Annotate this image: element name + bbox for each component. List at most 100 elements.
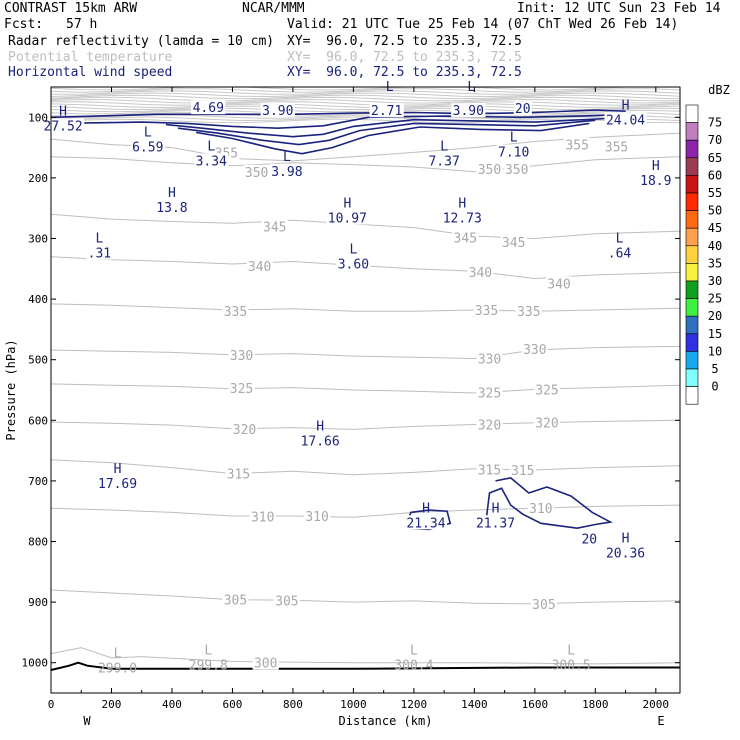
theta-label: 345 [263,220,286,235]
center-label: NCAR/MMM [242,1,305,16]
colorbar-level: 30 [708,274,722,288]
theta-contour-line [51,647,680,665]
label-background [530,596,558,611]
label-background [564,137,591,152]
wind-extremum-value: 20.36 [606,547,645,562]
wind-extremum-value: .64 [608,247,632,262]
colorbar-level: 35 [708,256,722,270]
theta-label: 340 [547,277,570,292]
wind-extremum-value: 13.8 [156,201,187,216]
label-background [521,341,548,356]
theta-label: 345 [454,231,477,246]
y-tick-label: 200 [28,172,48,185]
theta-contour-line [51,103,680,108]
theta-label: 340 [248,260,271,275]
wind-extremum-mark: L [510,130,518,145]
theta-label: 325 [230,382,253,397]
label-background [500,235,527,250]
wind-extremum-mark: H [458,196,466,211]
colorbar-level: 65 [708,151,722,165]
wind-extremum-value: 12.73 [443,211,482,226]
label-background [222,592,249,607]
label-background [503,161,530,176]
wind-extremum-mark: H [316,419,324,434]
label-background [476,161,503,176]
wind-extremum-value: 21.37 [476,516,515,531]
label-background [369,103,404,118]
wind-contour-line [485,477,613,530]
label-background [476,417,503,432]
theta-label: 315 [511,464,534,479]
theta-label: 335 [475,304,498,319]
theta-low-mark: L [204,644,212,659]
theta-label: 315 [227,468,250,483]
y-axis-label: Pressure (hPa) [4,339,18,440]
y-tick-label: 100 [28,111,48,124]
wind-extremum-value: 4.69 [193,101,224,116]
theta-label: 325 [478,386,501,401]
theta-label: 310 [305,510,328,525]
theta-low-mark: L [410,644,418,659]
label-background [451,103,486,118]
colorbar-level: 15 [708,327,722,341]
theta-contour-line [51,589,680,605]
theta-label: 330 [523,343,546,358]
theta-contours [51,132,680,665]
init-time: Init: 12 UTC Sun 23 Feb 14 [517,1,721,16]
theta-label: 330 [478,352,501,367]
theta-contour-line [51,87,680,91]
theta-label: 355 [565,139,588,154]
theta-contour-line [51,88,680,93]
label-background [580,531,599,546]
label-background [246,258,273,273]
label-background [545,276,573,291]
theta-low-value: 299.0 [98,662,137,677]
label-background [509,462,536,477]
east-label: E [657,714,664,728]
x-tick-label: 0 [48,698,55,711]
label-background [473,303,500,318]
wind-extremum-mark: H [343,196,351,211]
theta-low-mark: L [114,647,122,662]
x-tick-label: 1200 [401,698,428,711]
wind-extremum-mark: H [652,159,660,174]
theta-label: 325 [535,383,558,398]
label-background [606,245,633,260]
theta-label: 305 [532,598,555,613]
wind-extremum-mark: H [168,186,176,201]
y-tick-label: 300 [28,233,48,246]
y-tick-label: 1000 [22,657,49,670]
colorbar-level: 10 [708,344,722,358]
label-background [252,655,279,670]
wind-extremum-mark: L [440,140,448,155]
theta-label: 320 [535,417,558,432]
colorbar-swatch [685,280,699,299]
terrain-surface [50,661,680,671]
wind-extremum-value: 3.34 [196,155,227,170]
colorbar-swatch [685,351,699,370]
colorbar-level: 45 [708,221,722,235]
y-tick-label: 700 [28,475,48,488]
colorbar-swatch [685,368,699,387]
colorbar-swatch [685,104,699,123]
surface-line [50,661,680,671]
wind-extremum-value: 3.90 [453,104,484,119]
theta-contour-line [51,101,680,106]
colorbar-swatch [685,139,699,159]
theta-label: 305 [224,594,247,609]
wind-extremum-value: 6.59 [132,141,163,156]
label-background [191,100,226,115]
colorbar-level: 20 [708,309,722,323]
wind-extremum-value: 21.34 [406,516,445,531]
x-tick-label: 2000 [643,698,670,711]
label-background [476,351,503,366]
colorbar-swatch [685,333,699,352]
theta-contour-line [51,419,680,430]
wind-extremum-mark: L [616,232,624,247]
fcst-value: 57 h [66,17,98,32]
label-background [336,256,371,271]
label-background [130,139,165,154]
colorbar-swatch [685,227,699,247]
label-background [96,475,139,490]
